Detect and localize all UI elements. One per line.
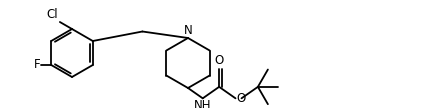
Text: NH: NH xyxy=(194,99,211,108)
Text: O: O xyxy=(214,54,224,67)
Text: F: F xyxy=(33,59,40,71)
Text: O: O xyxy=(237,92,246,105)
Text: Cl: Cl xyxy=(46,8,58,21)
Text: N: N xyxy=(184,24,192,37)
